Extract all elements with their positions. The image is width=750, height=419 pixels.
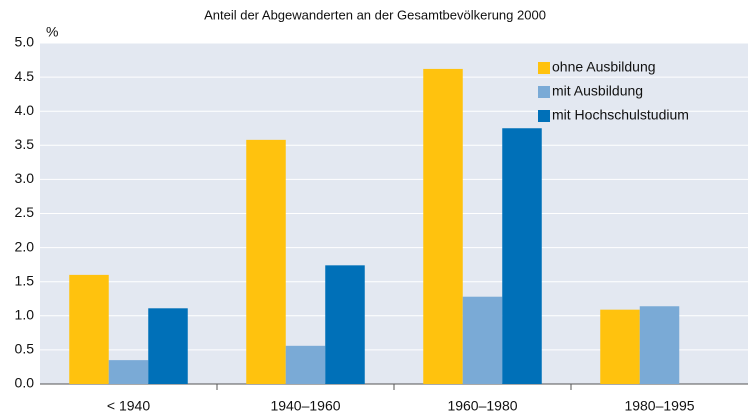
x-tick-label: 1960–1980 — [447, 398, 517, 414]
legend-swatch — [538, 110, 550, 122]
bar — [502, 128, 542, 384]
bar — [69, 274, 109, 384]
y-tick-label: 1.5 — [15, 272, 35, 288]
bar — [600, 309, 640, 384]
y-tick-label: 0.0 — [15, 375, 35, 391]
chart-title: Anteil der Abgewanderten an der Gesamtbe… — [204, 7, 546, 22]
legend-label: ohne Ausbildung — [552, 59, 656, 75]
x-tick-label: 1980–1995 — [624, 398, 694, 414]
y-tick-label: 0.5 — [15, 341, 35, 357]
y-tick-label: 3.5 — [15, 136, 35, 152]
y-tick-label: 4.5 — [15, 68, 35, 84]
legend-swatch — [538, 62, 550, 74]
legend-label: mit Hochschulstudium — [552, 107, 689, 123]
bar — [462, 296, 503, 384]
bar — [148, 308, 188, 384]
y-tick-label: 1.0 — [15, 307, 35, 323]
y-tick-label: 2.5 — [15, 204, 35, 220]
y-tick-label: 5.0 — [15, 34, 35, 50]
x-tick-label: < 1940 — [107, 398, 150, 414]
y-tick-label: 3.0 — [15, 170, 35, 186]
bar — [325, 265, 365, 384]
y-axis-label: % — [46, 24, 58, 40]
y-tick-label: 4.0 — [15, 102, 35, 118]
x-tick-label: 1940–1960 — [270, 398, 340, 414]
bar — [639, 306, 680, 384]
bar — [246, 139, 286, 384]
bar — [423, 68, 463, 384]
bar — [108, 360, 149, 384]
legend-swatch — [538, 86, 550, 98]
legend-label: mit Ausbildung — [552, 83, 643, 99]
y-tick-label: 2.0 — [15, 238, 35, 254]
bar — [285, 345, 326, 384]
